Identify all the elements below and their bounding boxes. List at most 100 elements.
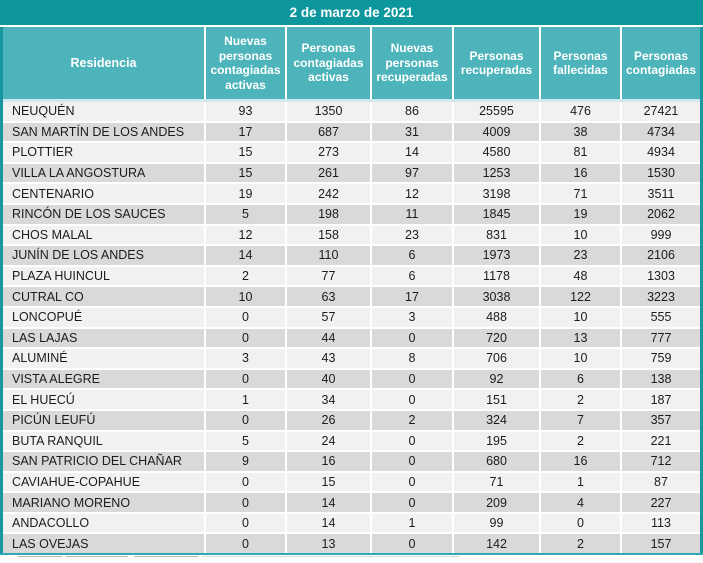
value-cell: 8 (370, 348, 453, 370)
value-cell: 1845 (452, 203, 540, 226)
city-cell: LONCOPUÉ (3, 306, 205, 329)
value-cell: 261 (285, 162, 371, 185)
table-row: PLOTTIER 15 273 14 4580 81 4934 (3, 142, 700, 164)
value-cell: 0 (204, 471, 286, 494)
city-cell: VISTA ALEGRE (3, 368, 205, 391)
value-cell: 0 (204, 512, 286, 535)
value-cell: 63 (285, 286, 371, 308)
city-cell: SAN MARTÍN DE LOS ANDES (3, 121, 205, 144)
value-cell: 17 (204, 121, 286, 144)
value-cell: 23 (370, 224, 453, 247)
cutoff-next-row-artifact (0, 555, 703, 563)
value-cell: 16 (539, 451, 621, 473)
value-cell: 86 (370, 100, 453, 123)
value-cell: 7 (539, 409, 621, 432)
value-cell: 57 (285, 306, 371, 329)
city-cell: RINCÓN DE LOS SAUCES (3, 203, 205, 226)
value-cell: 0 (370, 471, 453, 494)
value-cell: 2 (370, 409, 453, 432)
table-row: ANDACOLLO 0 14 1 99 0 113 (3, 512, 700, 535)
cutoff-cell-edge (134, 556, 198, 558)
value-cell: 6 (370, 245, 453, 267)
value-cell: 0 (370, 389, 453, 411)
value-cell: 1178 (452, 265, 540, 288)
table-row: NEUQUÉN 93 1350 86 25595 476 27421 (3, 100, 700, 123)
city-cell: ANDACOLLO (3, 512, 205, 535)
value-cell: 227 (620, 492, 700, 514)
city-cell: NEUQUÉN (3, 100, 205, 123)
value-cell: 9 (204, 451, 286, 473)
value-cell: 187 (620, 389, 700, 411)
value-cell: 1 (370, 512, 453, 535)
column-header: Personas recuperadas (452, 27, 540, 102)
value-cell: 680 (452, 451, 540, 473)
cutoff-cell-edge (66, 556, 128, 558)
value-cell: 38 (539, 121, 621, 144)
value-cell: 3 (204, 348, 286, 370)
table-row: SAN MARTÍN DE LOS ANDES 17 687 31 4009 38 4734 (3, 121, 700, 144)
table-bottom-border (0, 553, 703, 556)
covid-statistics-table: Residencia Nuevas personas contagiadas ac… (3, 27, 700, 554)
value-cell: 2106 (620, 245, 700, 267)
value-cell: 2 (204, 265, 286, 288)
value-cell: 34 (285, 389, 371, 411)
column-header: Personas contagiadas activas (285, 27, 371, 102)
column-header: Nuevas personas recuperadas (370, 27, 453, 102)
value-cell: 999 (620, 224, 700, 247)
table-row: CENTENARIO 19 242 12 3198 71 3511 (3, 183, 700, 205)
value-cell: 16 (539, 162, 621, 185)
value-cell: 0 (204, 306, 286, 329)
value-cell: 3223 (620, 286, 700, 308)
value-cell: 2 (539, 533, 621, 554)
value-cell: 0 (204, 327, 286, 350)
header-row: Residencia Nuevas personas contagiadas ac… (3, 27, 700, 102)
value-cell: 1973 (452, 245, 540, 267)
value-cell: 831 (452, 224, 540, 247)
value-cell: 43 (285, 348, 371, 370)
value-cell: 4580 (452, 142, 540, 164)
value-cell: 11 (370, 203, 453, 226)
table-body: NEUQUÉN 93 1350 86 25595 476 27421 SAN MARTÍN D… (3, 100, 700, 554)
value-cell: 6 (370, 265, 453, 288)
value-cell: 122 (539, 286, 621, 308)
table-row: CAVIAHUE-COPAHUE 0 15 0 71 1 87 (3, 471, 700, 494)
value-cell: 242 (285, 183, 371, 205)
value-cell: 3 (370, 306, 453, 329)
city-cell: CAVIAHUE-COPAHUE (3, 471, 205, 494)
value-cell: 31 (370, 121, 453, 144)
value-cell: 4009 (452, 121, 540, 144)
value-cell: 157 (620, 533, 700, 554)
table-row: PLAZA HUINCUL 2 77 6 1178 48 1303 (3, 265, 700, 288)
value-cell: 81 (539, 142, 621, 164)
value-cell: 12 (204, 224, 286, 247)
value-cell: 97 (370, 162, 453, 185)
value-cell: 777 (620, 327, 700, 350)
city-cell: BUTA RANQUIL (3, 430, 205, 453)
value-cell: 1253 (452, 162, 540, 185)
column-header-residencia: Residencia (3, 27, 205, 102)
value-cell: 26 (285, 409, 371, 432)
value-cell: 3198 (452, 183, 540, 205)
value-cell: 0 (539, 512, 621, 535)
value-cell: 15 (285, 471, 371, 494)
value-cell: 77 (285, 265, 371, 288)
table-row: JUNÍN DE LOS ANDES 14 110 6 1973 23 2106 (3, 245, 700, 267)
value-cell: 0 (370, 451, 453, 473)
city-cell: PICÚN LEUFÚ (3, 409, 205, 432)
value-cell: 209 (452, 492, 540, 514)
value-cell: 5 (204, 430, 286, 453)
value-cell: 14 (285, 512, 371, 535)
table-row: MARIANO MORENO 0 14 0 209 4 227 (3, 492, 700, 514)
table-row: PICÚN LEUFÚ 0 26 2 324 7 357 (3, 409, 700, 432)
table-row: EL HUECÚ 1 34 0 151 2 187 (3, 389, 700, 411)
value-cell: 3511 (620, 183, 700, 205)
value-cell: 151 (452, 389, 540, 411)
value-cell: 4934 (620, 142, 700, 164)
table-row: RINCÓN DE LOS SAUCES 5 198 11 1845 19 2062 (3, 203, 700, 226)
value-cell: 3038 (452, 286, 540, 308)
value-cell: 15 (204, 162, 286, 185)
value-cell: 0 (370, 533, 453, 554)
value-cell: 1 (539, 471, 621, 494)
value-cell: 6 (539, 368, 621, 391)
